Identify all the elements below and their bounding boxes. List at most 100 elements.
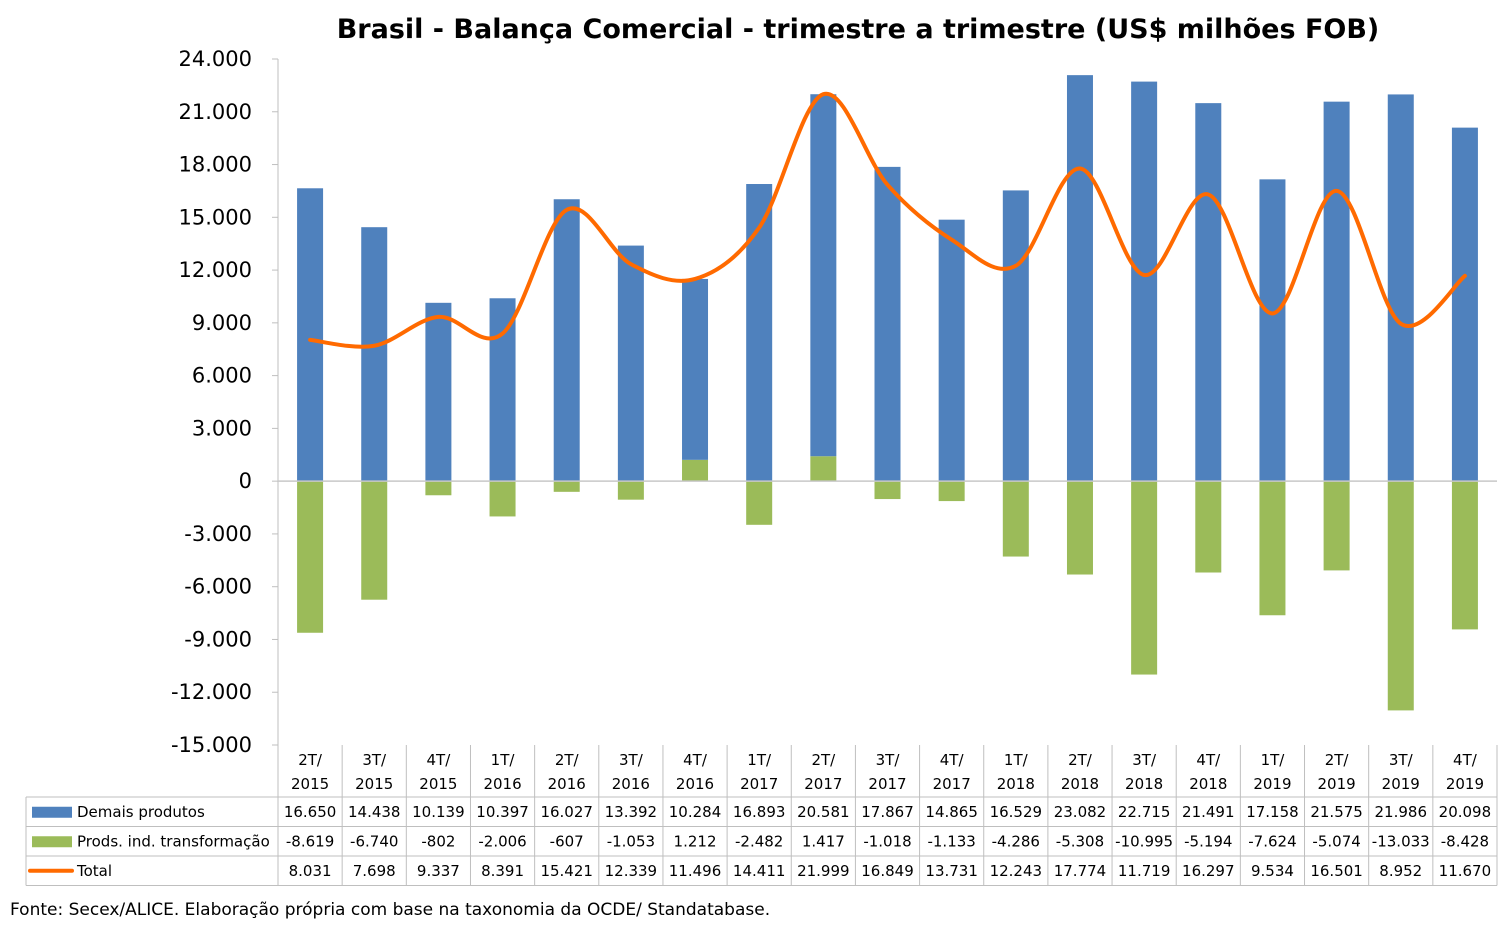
table-cell-value: 9.534: [1251, 862, 1294, 880]
bar-demais-produtos: [810, 94, 837, 457]
table-cell-value: 16.501: [1310, 862, 1363, 880]
table-cell-value: 10.139: [412, 803, 465, 821]
bar-prods-ind-transformacao: [1387, 481, 1414, 711]
y-tick-label: 0: [239, 469, 252, 493]
bar-prods-ind-transformacao: [1131, 481, 1158, 675]
x-tick-label-year: 2016: [548, 775, 586, 793]
chart-title: Brasil - Balança Comercial - trimestre a…: [337, 14, 1380, 45]
line-total: [308, 92, 1467, 349]
table-cell-value: 10.397: [476, 803, 529, 821]
x-tick-label-quarter: 2T/: [298, 751, 323, 769]
x-tick-label-year: 2019: [1253, 775, 1291, 793]
bar-prods-ind-transformacao: [425, 481, 452, 496]
x-tick-label-year: 2017: [933, 775, 971, 793]
table-cell-value: 9.337: [417, 862, 460, 880]
table-cell-value: -2.482: [735, 832, 783, 850]
y-tick-label: -12.000: [171, 680, 252, 704]
legend-label: Prods. ind. transformação: [77, 832, 270, 850]
x-tick-label-year: 2016: [483, 775, 521, 793]
y-tick-label: 18.000: [179, 153, 252, 177]
plot-area: 24.000 21.000 18.000 15.000 12.000 9.000 6.000…: [171, 47, 1497, 757]
x-tick-label-quarter: 3T/: [1132, 751, 1157, 769]
table-cell-value: 21.999: [797, 862, 850, 880]
table-cell-value: -1.133: [927, 832, 975, 850]
bar-prods-ind-transformacao: [489, 481, 516, 517]
table-cell-value: -4.286: [992, 832, 1040, 850]
table-cell-value: 22.715: [1118, 803, 1171, 821]
table-cell-value: 17.774: [1054, 862, 1107, 880]
bar-prods-ind-transformacao: [874, 481, 901, 500]
bar-prods-ind-transformacao: [1002, 481, 1029, 557]
bar-demais-produtos: [1195, 103, 1222, 482]
bar-demais-produtos: [297, 188, 324, 482]
table-cell-value: -7.624: [1248, 832, 1296, 850]
y-tick-label: -6.000: [184, 575, 252, 599]
bar-prods-ind-transformacao: [810, 456, 837, 482]
x-tick-label-year: 2018: [997, 775, 1035, 793]
table-cell-value: 16.650: [284, 803, 337, 821]
table-cell-value: 13.392: [605, 803, 658, 821]
bar-demais-produtos: [553, 199, 580, 482]
table-cell-value: 8.952: [1379, 862, 1422, 880]
x-tick-label-quarter: 3T/: [876, 751, 901, 769]
table-cell-value: 20.581: [797, 803, 850, 821]
table-cell-value: 1.212: [674, 832, 717, 850]
y-tick-label: -15.000: [171, 733, 252, 757]
x-tick-label-quarter: 4T/: [427, 751, 452, 769]
y-tick-label: 24.000: [179, 47, 252, 71]
table-cell-value: -6.740: [350, 832, 398, 850]
y-tick-label: 12.000: [179, 258, 252, 282]
table-cell-value: 17.158: [1246, 803, 1299, 821]
bar-demais-produtos: [1002, 190, 1029, 482]
x-tick-label-quarter: 3T/: [362, 751, 387, 769]
x-tick-label-quarter: 2T/: [811, 751, 836, 769]
table-cell-value: 8.391: [481, 862, 524, 880]
table-cell-value: 11.496: [669, 862, 722, 880]
x-tick-label-quarter: 1T/: [491, 751, 516, 769]
table-cell-value: 12.339: [605, 862, 658, 880]
x-tick-label-quarter: 4T/: [683, 751, 708, 769]
x-tick-label-year: 2018: [1061, 775, 1099, 793]
legend-label: Demais produtos: [77, 803, 205, 821]
bar-demais-produtos: [938, 219, 965, 482]
table-cell-value: 21.575: [1310, 803, 1363, 821]
x-tick-label-year: 2017: [740, 775, 778, 793]
x-tick-label-year: 2018: [1125, 775, 1163, 793]
bar-demais-produtos: [425, 302, 452, 482]
x-tick-label-year: 2016: [612, 775, 650, 793]
y-tick-label: 6.000: [192, 364, 252, 388]
table-cell-value: -2.006: [478, 832, 526, 850]
legend-key-demais-produtos: [32, 806, 72, 818]
y-tick-label: 9.000: [192, 311, 252, 335]
x-tick-label-year: 2015: [291, 775, 329, 793]
table-cell-value: 1.417: [802, 832, 845, 850]
table-cell-value: 15.421: [540, 862, 593, 880]
x-tick-label-year: 2019: [1446, 775, 1484, 793]
table-cell-value: 20.098: [1439, 803, 1492, 821]
table-cell-value: 12.243: [990, 862, 1043, 880]
bar-demais-produtos: [746, 184, 773, 482]
x-tick-label-quarter: 3T/: [1389, 751, 1414, 769]
table-cell-value: 14.438: [348, 803, 401, 821]
table-cell-value: -13.033: [1372, 832, 1430, 850]
table-cell-value: 14.865: [925, 803, 978, 821]
x-tick-label-quarter: 2T/: [555, 751, 580, 769]
table-cell-value: -1.018: [863, 832, 911, 850]
bar-demais-produtos: [1066, 75, 1093, 482]
table-cell-value: 16.297: [1182, 862, 1235, 880]
table-cell-value: 14.411: [733, 862, 786, 880]
bar-demais-produtos: [361, 227, 388, 482]
bar-prods-ind-transformacao: [1259, 481, 1286, 616]
table-cell-value: 11.670: [1439, 862, 1492, 880]
table-cell-value: -5.074: [1312, 832, 1360, 850]
table-cell-value: -10.995: [1115, 832, 1173, 850]
bar-demais-produtos: [1131, 81, 1158, 482]
y-tick-label: -9.000: [184, 627, 252, 651]
table-cell-value: 7.698: [353, 862, 396, 880]
bar-prods-ind-transformacao: [1066, 481, 1093, 575]
table-cell-value: 16.027: [540, 803, 593, 821]
table-cell-value: 8.031: [289, 862, 332, 880]
x-tick-label-quarter: 4T/: [1196, 751, 1221, 769]
bar-prods-ind-transformacao: [361, 481, 388, 600]
bar-prods-ind-transformacao: [617, 481, 644, 500]
